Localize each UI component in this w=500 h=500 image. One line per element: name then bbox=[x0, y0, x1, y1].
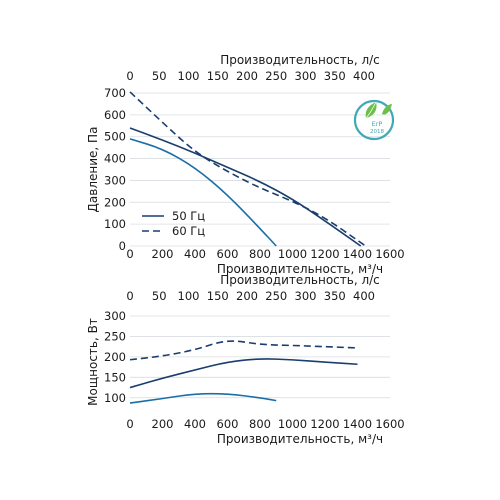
x2-tick-label: 350 bbox=[324, 69, 346, 83]
erp-badge-year: 2018 bbox=[370, 129, 384, 135]
series-line-50hz-0 bbox=[129, 138, 277, 247]
x-tick-label: 800 bbox=[249, 417, 271, 431]
x2-tick-label: 100 bbox=[178, 289, 200, 303]
x2-tick-label: 250 bbox=[265, 69, 287, 83]
y-tick-label: 700 bbox=[104, 86, 126, 100]
y-tick-label: 500 bbox=[104, 130, 126, 144]
x2-tick-label: 350 bbox=[324, 289, 346, 303]
x-tick-label: 1400 bbox=[343, 417, 372, 431]
x-tick-label: 1200 bbox=[310, 247, 339, 261]
x2-axis-title: Производительность, л/с bbox=[220, 53, 380, 67]
y-tick-label: 150 bbox=[104, 370, 126, 384]
x2-tick-label: 400 bbox=[353, 69, 375, 83]
y-axis-title: Мощность, Вт bbox=[86, 318, 100, 406]
x-tick-label: 200 bbox=[152, 417, 174, 431]
x-tick-label: 1400 bbox=[343, 247, 372, 261]
legend-label-1: 60 Гц bbox=[172, 224, 205, 238]
y-tick-label: 200 bbox=[104, 350, 126, 364]
x2-tick-label: 200 bbox=[236, 289, 258, 303]
x2-axis-title: Производительность, л/с bbox=[220, 273, 380, 287]
x2-tick-label: 400 bbox=[353, 289, 375, 303]
x2-tick-label: 150 bbox=[207, 289, 229, 303]
x2-tick-label: 200 bbox=[236, 69, 258, 83]
x-tick-label: 400 bbox=[184, 417, 206, 431]
y-tick-label: 300 bbox=[104, 173, 126, 187]
y-tick-label: 300 bbox=[104, 309, 126, 323]
x-tick-label: 600 bbox=[217, 247, 239, 261]
x2-tick-label: 100 bbox=[178, 69, 200, 83]
x2-tick-label: 300 bbox=[295, 69, 317, 83]
x-axis-title: Производительность, м³/ч bbox=[217, 262, 383, 276]
x-tick-label: 0 bbox=[126, 247, 133, 261]
x2-tick-label: 150 bbox=[207, 69, 229, 83]
series-line-50hz-0 bbox=[129, 392, 277, 404]
x-tick-label: 800 bbox=[249, 247, 271, 261]
erp-badge: ErP 2018 bbox=[353, 99, 395, 141]
x2-tick-label: 300 bbox=[295, 289, 317, 303]
x-axis-title: Производительность, м³/ч bbox=[217, 432, 383, 446]
x-tick-label: 1600 bbox=[375, 247, 404, 261]
y-tick-label: 0 bbox=[119, 239, 126, 253]
series-line-60hz-2 bbox=[129, 91, 367, 247]
y-tick-label: 400 bbox=[104, 152, 126, 166]
x2-tick-label: 0 bbox=[126, 69, 133, 83]
erp-badge-label: ErP bbox=[372, 120, 383, 128]
x-tick-label: 600 bbox=[217, 417, 239, 431]
x-tick-label: 1600 bbox=[375, 417, 404, 431]
x-tick-label: 200 bbox=[152, 247, 174, 261]
y-axis-title: Давление, Па bbox=[86, 127, 100, 213]
series-line-50hz-1 bbox=[129, 127, 362, 247]
x-tick-label: 0 bbox=[126, 417, 133, 431]
y-tick-label: 100 bbox=[104, 217, 126, 231]
x-tick-label: 1000 bbox=[278, 247, 307, 261]
leaf-icon bbox=[382, 104, 392, 115]
x2-tick-label: 0 bbox=[126, 289, 133, 303]
y-tick-label: 600 bbox=[104, 108, 126, 122]
y-tick-label: 250 bbox=[104, 329, 126, 343]
erp-badge-ring bbox=[353, 99, 395, 141]
x2-tick-label: 50 bbox=[152, 69, 167, 83]
x-tick-label: 400 bbox=[184, 247, 206, 261]
x-tick-label: 1200 bbox=[310, 417, 339, 431]
series-line-60hz-2 bbox=[129, 340, 358, 361]
y-tick-label: 200 bbox=[104, 195, 126, 209]
y-tick-label: 100 bbox=[104, 391, 126, 405]
series-line-50hz-1 bbox=[129, 358, 358, 389]
x2-tick-label: 50 bbox=[152, 289, 167, 303]
legend-label-0: 50 Гц bbox=[172, 209, 205, 223]
x2-tick-label: 250 bbox=[265, 289, 287, 303]
x-tick-label: 1000 bbox=[278, 417, 307, 431]
